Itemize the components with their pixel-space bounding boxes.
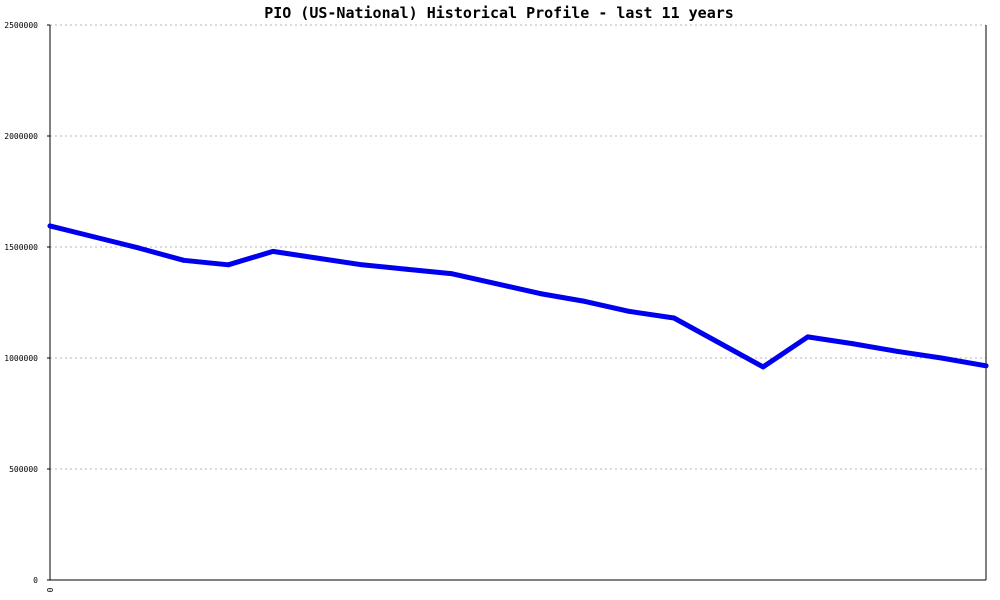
data-point xyxy=(404,266,409,272)
data-point xyxy=(760,364,766,370)
x-tick-label: 0 xyxy=(46,587,55,592)
data-point xyxy=(849,341,855,346)
data-point xyxy=(92,234,97,240)
x-tick-labels: 0 xyxy=(46,587,55,592)
data-point xyxy=(894,348,900,354)
axes xyxy=(49,25,987,581)
data-point xyxy=(315,255,320,261)
data-point xyxy=(805,334,811,340)
data-point xyxy=(582,298,588,304)
data-point xyxy=(627,308,632,314)
data-point xyxy=(983,363,989,369)
y-tick-label: 0 xyxy=(33,576,38,585)
data-point xyxy=(448,271,454,277)
series-line xyxy=(47,223,989,370)
data-point xyxy=(47,223,53,229)
y-tick-label: 1500000 xyxy=(4,243,38,252)
y-tick-label: 1000000 xyxy=(4,354,38,363)
data-point xyxy=(671,315,677,321)
y-tick-label: 500000 xyxy=(9,465,38,474)
data-point xyxy=(136,245,142,251)
chart-title: PIO (US-National) Historical Profile - l… xyxy=(264,4,734,22)
y-tick-label: 2000000 xyxy=(4,132,38,141)
data-point xyxy=(716,340,721,345)
y-tick-labels: 0 500000 1000000 1500000 2000000 2500000 xyxy=(4,21,50,585)
y-tick-label: 2500000 xyxy=(4,21,38,30)
data-point xyxy=(225,262,231,268)
data-point xyxy=(493,281,499,287)
grid-lines xyxy=(50,24,986,470)
data-point xyxy=(181,257,187,263)
data-point xyxy=(537,291,543,297)
data-point xyxy=(359,262,365,268)
data-point xyxy=(939,355,944,361)
data-point xyxy=(270,249,276,254)
series-layer xyxy=(47,223,989,370)
